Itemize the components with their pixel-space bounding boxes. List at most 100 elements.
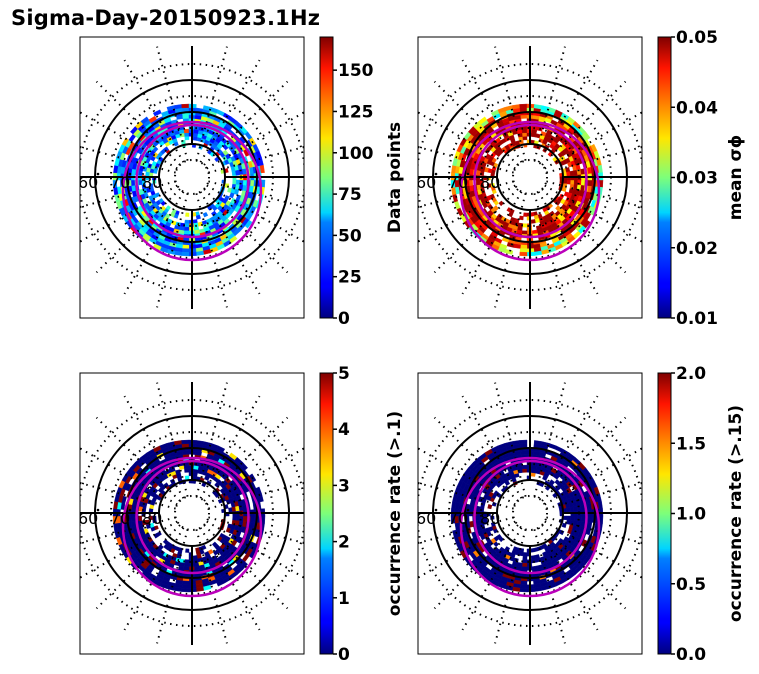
colorbar [657,372,672,655]
heatmap-cell [521,128,528,134]
heatmap-cell [577,179,582,186]
heatmap-cell [523,212,528,217]
dotted-mlt-line [418,180,514,209]
heatmap-cell [504,249,514,255]
heatmap-cell [521,562,528,568]
plot-area: 60 70 80 [418,382,642,645]
dotted-lat-circle [174,495,210,531]
heatmap-cell [519,443,528,448]
dotted-mlt-line [80,481,176,510]
lat-label-70: 70 [448,509,468,528]
heatmap-cell [140,116,150,125]
colorbar-tick-label: 1.0 [676,505,706,525]
dotted-mlt-line [80,447,178,506]
panel-bottom-right: 60 70 80 0.0 0.5 1.0 1.5 2.0 occurrence rate (>.… [417,364,746,665]
heatmap-cell [519,107,528,112]
equatorward-boundary-circle [459,120,601,262]
dotted-mlt-line [494,193,527,308]
heatmap-cell [566,515,572,521]
heatmap-cell [216,445,226,453]
lat-label-80: 80 [480,173,500,192]
heatmap-cell [478,116,488,125]
heatmap-cell [522,559,528,564]
colorbar-tick-label: 4 [338,420,350,440]
heatmap-cell [519,103,528,109]
colorbar [319,372,334,655]
lat-label-60: 60 [416,173,436,192]
dotted-mlt-line [433,416,519,502]
colorbar-tick-label: 0.04 [676,98,718,118]
heatmap-cell [519,251,528,257]
dotted-mlt-line [494,529,527,644]
degree-mark [128,172,132,176]
lat-label-60: 60 [78,173,98,192]
heatmap-cell [588,515,593,523]
dotted-mlt-line [95,416,181,502]
heatmap-cell [522,132,528,137]
heatmap-cell [183,230,190,235]
colorbar-tick-label: 25 [338,268,362,288]
heatmap-cell [181,107,190,112]
dotted-mlt-line [546,145,642,174]
heatmap-cell [185,212,190,217]
panel-bottom-left: 60 70 80 0 1 2 3 4 5 occurrence rate (>.1) [79,364,405,665]
plot-area: 60 70 80 [78,46,304,309]
equatorward-boundary-circle [459,456,601,598]
heatmap-cell [182,244,190,250]
dotted-mlt-line [199,191,261,295]
dotted-mlt-line [195,46,228,161]
heatmap-cell [561,186,567,192]
heatmap-cell [130,179,136,186]
colorbar-tick-label: 3 [338,476,350,496]
dotted-lat-circle [512,159,548,195]
heatmap-cell [522,468,528,473]
dotted-mlt-line [461,191,523,295]
axes-frame [417,36,643,319]
colorbar [319,36,334,319]
colorbar-tick-label: 2 [338,533,350,553]
heatmap-cell [580,515,586,522]
heatmap-cell [487,504,493,510]
heatmap-cell [184,468,190,473]
colorbar-tick-label: 5 [338,364,350,384]
dotted-mlt-line [537,191,599,295]
heatmap-cell [522,223,528,228]
dotted-mlt-line [95,524,181,610]
dotted-mlt-line [203,416,289,502]
heatmap-cell [518,215,524,221]
dotted-mlt-line [418,481,514,510]
lat-label-70: 70 [110,509,130,528]
colorbar-tick-label: 50 [338,226,362,246]
solid-lat-circle [496,143,564,211]
dotted-mlt-line [203,80,289,166]
heatmap-cell [563,515,568,521]
dotted-mlt-line [208,145,304,174]
heatmap-cell [506,207,512,213]
heatmap-cell [563,179,568,185]
dotted-mlt-line [208,481,304,510]
dotted-mlt-line [541,416,627,502]
dotted-mlt-line [461,59,523,163]
panel-top-right: 60 70 80 0.01 0.02 0.03 0.04 0.05 mean σϕ [416,28,746,329]
heatmap-cell [185,548,190,553]
degree-mark [434,508,438,512]
heatmap-cell [181,248,190,253]
colorbar-label: occurrence rate (>.1) [385,411,405,616]
heatmap-cell [184,219,190,225]
heatmap-cell [232,179,237,185]
heatmap-cell [588,179,593,187]
dotted-mlt-line [195,193,228,308]
heatmap-cell [235,515,241,522]
colorbar-tick-label: 150 [338,61,374,81]
heatmap-cell [181,587,190,593]
dotted-mlt-line [537,395,599,499]
dotted-mlt-line [203,188,289,274]
colorbar-tick-label: 1.5 [676,434,706,454]
axes-frame [79,36,305,319]
heatmap-cell [162,539,169,545]
heatmap-cell [520,114,528,119]
heatmap-cell [242,179,248,186]
degree-mark [128,508,132,512]
colorbar-tick-label: 0 [338,645,350,665]
dotted-mlt-line [541,188,627,274]
